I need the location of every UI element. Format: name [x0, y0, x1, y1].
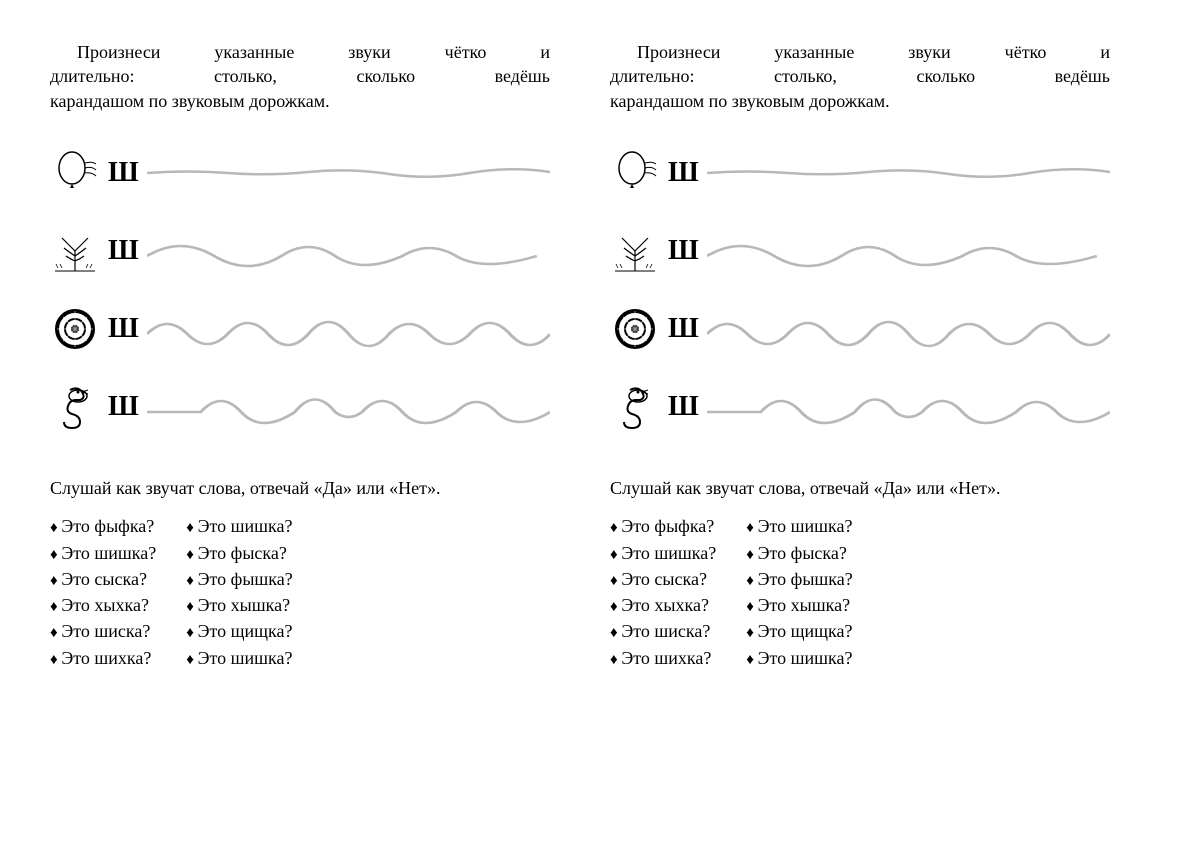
question-item: Это шиска? [50, 619, 156, 643]
questions-column: Это фыфка? Это шишка? Это сыска? Это хых… [50, 514, 156, 670]
instruction-line: длительно: столько, сколько ведёшь [50, 66, 550, 86]
track-letter: Ш [668, 157, 699, 189]
question-item: Это шишка? [610, 541, 716, 565]
subhead-text: Слушай как звучат слова, отвечай «Да» ил… [610, 477, 1110, 500]
question-item: Это шишка? [746, 514, 853, 538]
question-item: Это фыфка? [610, 514, 716, 538]
track-row: Ш [610, 377, 1110, 437]
instruction-text: Произнеси указанные звуки чётко и длител… [50, 40, 550, 113]
track-row: Ш [50, 377, 550, 437]
question-item: Это хышка? [186, 593, 293, 617]
track-path [707, 226, 1110, 276]
question-item: Это фыфка? [50, 514, 156, 538]
worksheet-page-left: Произнеси указанные звуки чётко и длител… [50, 40, 550, 809]
track-letter: Ш [668, 313, 699, 345]
tree-icon [610, 226, 660, 276]
track-path [147, 304, 550, 354]
track-letter: Ш [108, 391, 139, 423]
worksheet-page-right: Произнеси указанные звуки чётко и длител… [610, 40, 1110, 809]
track-row: Ш [610, 221, 1110, 281]
questions-block: Это фыфка? Это шишка? Это сыска? Это хых… [50, 514, 550, 670]
instruction-line: карандашом по звуковым дорожкам. [610, 89, 1110, 113]
question-item: Это хыхка? [50, 593, 156, 617]
tire-icon [50, 304, 100, 354]
track-row: Ш [610, 143, 1110, 203]
question-item: Это шиска? [610, 619, 716, 643]
instruction-line: карандашом по звуковым дорожкам. [50, 89, 550, 113]
question-item: Это шишка? [186, 514, 293, 538]
questions-column: Это фыфка? Это шишка? Это сыска? Это хых… [610, 514, 716, 670]
instruction-line: Произнеси указанные звуки чётко и [77, 42, 550, 62]
question-item: Это щищка? [186, 619, 293, 643]
subhead-text: Слушай как звучат слова, отвечай «Да» ил… [50, 477, 550, 500]
questions-column: Это шишка? Это фыска? Это фышка? Это хыш… [186, 514, 293, 670]
questions-column: Это шишка? Это фыска? Это фышка? Это хыш… [746, 514, 853, 670]
track-letter: Ш [108, 157, 139, 189]
track-row: Ш [50, 299, 550, 359]
question-item: Это хыхка? [610, 593, 716, 617]
snake-icon [50, 382, 100, 432]
track-letter: Ш [668, 391, 699, 423]
question-item: Это шихка? [50, 646, 156, 670]
track-row: Ш [610, 299, 1110, 359]
sound-tracks: Ш Ш Ш Ш [50, 143, 550, 437]
question-item: Это шишка? [50, 541, 156, 565]
tire-icon [610, 304, 660, 354]
question-item: Это фышка? [186, 567, 293, 591]
question-item: Это хышка? [746, 593, 853, 617]
questions-block: Это фыфка? Это шишка? Это сыска? Это хых… [610, 514, 1110, 670]
sound-tracks: Ш Ш Ш Ш [610, 143, 1110, 437]
question-item: Это шихка? [610, 646, 716, 670]
balloon-icon [50, 148, 100, 198]
track-path [707, 304, 1110, 354]
instruction-line: длительно: столько, сколько ведёшь [610, 66, 1110, 86]
question-item: Это шишка? [746, 646, 853, 670]
instruction-line: Произнеси указанные звуки чётко и [637, 42, 1110, 62]
snake-icon [610, 382, 660, 432]
question-item: Это фыска? [186, 541, 293, 565]
track-path [147, 148, 550, 198]
track-path [707, 382, 1110, 432]
question-item: Это шишка? [186, 646, 293, 670]
instruction-text: Произнеси указанные звуки чётко и длител… [610, 40, 1110, 113]
track-path [707, 148, 1110, 198]
question-item: Это фышка? [746, 567, 853, 591]
balloon-icon [610, 148, 660, 198]
question-item: Это сыска? [50, 567, 156, 591]
track-row: Ш [50, 143, 550, 203]
track-row: Ш [50, 221, 550, 281]
question-item: Это щищка? [746, 619, 853, 643]
track-letter: Ш [108, 235, 139, 267]
question-item: Это сыска? [610, 567, 716, 591]
track-path [147, 226, 550, 276]
track-letter: Ш [108, 313, 139, 345]
tree-icon [50, 226, 100, 276]
track-path [147, 382, 550, 432]
track-letter: Ш [668, 235, 699, 267]
question-item: Это фыска? [746, 541, 853, 565]
